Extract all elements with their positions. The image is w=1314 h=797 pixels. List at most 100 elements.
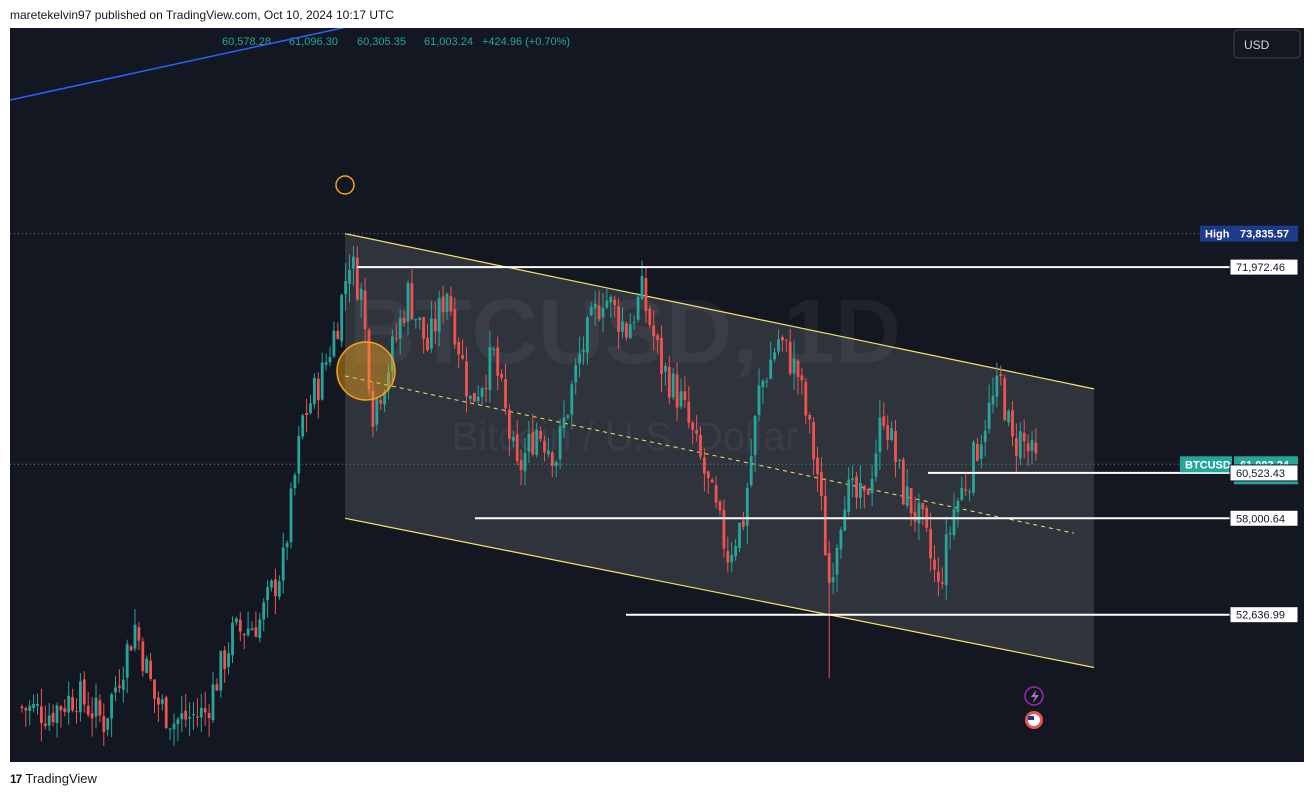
- lightning-icon[interactable]: [1024, 686, 1044, 706]
- candle-body: [706, 471, 710, 479]
- tradingview-logo-icon: 17: [10, 771, 22, 786]
- candle-body: [523, 453, 527, 472]
- high-label-text: High: [1205, 229, 1230, 241]
- candle-body: [847, 479, 851, 513]
- candle-body: [628, 324, 632, 339]
- candle-body: [344, 281, 347, 295]
- candle-body: [98, 700, 102, 716]
- candle-body: [203, 708, 207, 713]
- level-label-text: 60,523.43: [1236, 468, 1285, 480]
- candle-body: [281, 547, 285, 581]
- candle-body: [461, 355, 464, 359]
- candle-body: [238, 619, 242, 632]
- candle-body: [297, 435, 301, 474]
- candle-body: [558, 426, 562, 460]
- candle-body: [870, 478, 874, 494]
- us-flag-icon[interactable]: [1025, 711, 1043, 729]
- candle-body: [277, 581, 281, 597]
- candle-body: [293, 474, 297, 489]
- candle-body: [823, 496, 827, 556]
- candle-body: [492, 348, 496, 350]
- candle-body: [469, 395, 472, 399]
- candle-body: [340, 295, 344, 342]
- candle-body: [363, 290, 367, 329]
- candle-body: [480, 388, 484, 397]
- candle-body: [375, 398, 379, 425]
- chart-panel[interactable]: BTCUSD, 1D Bitcoin / U.S. Dollar 60,578.…: [10, 28, 1304, 762]
- candle-body: [757, 385, 761, 415]
- candle-body: [987, 402, 991, 429]
- candle-body: [831, 577, 835, 583]
- candle-body: [547, 450, 550, 455]
- candle-body: [192, 714, 195, 716]
- candle-body: [28, 705, 32, 711]
- candle-body: [940, 582, 944, 584]
- candle-body: [379, 400, 383, 404]
- candle-body: [640, 275, 644, 299]
- candle-body: [242, 634, 246, 636]
- candle-body: [383, 391, 386, 405]
- candle-body: [1030, 440, 1034, 451]
- candle-body: [718, 501, 722, 511]
- candle-body: [336, 330, 340, 340]
- candle-body: [129, 646, 133, 651]
- candle-body: [777, 339, 780, 352]
- channel-lower-line: [344, 517, 1095, 669]
- candle-body: [180, 713, 184, 720]
- candle-body: [71, 697, 74, 711]
- candle-body: [328, 357, 332, 363]
- candle-body: [82, 679, 86, 705]
- candle-body: [313, 377, 316, 405]
- candle-body: [266, 587, 269, 601]
- candle-body: [800, 375, 804, 381]
- ohlc-open: 60,578.28: [222, 36, 271, 48]
- candle-body: [671, 373, 675, 398]
- candle-body: [149, 660, 152, 680]
- trend-line[interactable]: [10, 28, 370, 101]
- candle-body: [855, 476, 858, 498]
- candle-body: [804, 381, 808, 416]
- candle-body: [734, 546, 737, 557]
- ohlc-close: 61,003.24: [424, 36, 473, 48]
- candle-body: [964, 489, 968, 491]
- candlestick-chart[interactable]: BTCUSD, 1D Bitcoin / U.S. Dollar 60,578.…: [10, 28, 1304, 762]
- candle-body: [952, 509, 956, 536]
- candle-body: [63, 708, 67, 712]
- candle-body: [632, 321, 636, 323]
- candle-body: [862, 485, 866, 491]
- candle-body: [570, 384, 574, 415]
- candle-body: [901, 459, 905, 505]
- candle-body: [496, 347, 500, 376]
- candle-body: [578, 353, 581, 364]
- candle-body: [47, 715, 51, 726]
- candle-body: [457, 342, 461, 355]
- support-circle-marker[interactable]: [336, 341, 396, 401]
- candle-body: [851, 478, 854, 481]
- candle-body: [761, 380, 765, 388]
- candle-body: [472, 392, 476, 402]
- candle-body: [882, 416, 886, 426]
- candle-body: [519, 459, 523, 471]
- candle-body: [691, 422, 695, 430]
- currency-button[interactable]: USD: [1233, 29, 1301, 59]
- level-label-box: [1229, 464, 1299, 482]
- candle-body: [235, 618, 238, 623]
- candle-body: [223, 650, 227, 670]
- channel-fill: [345, 233, 1094, 668]
- high-circle-marker[interactable]: [335, 175, 355, 195]
- candle-body: [937, 571, 940, 582]
- candle-body: [796, 360, 800, 378]
- channel-layer: [10, 233, 1204, 669]
- candle-body: [843, 509, 847, 531]
- candle-body: [554, 461, 558, 466]
- candle-body: [582, 349, 585, 352]
- candle-body: [808, 414, 812, 420]
- candle-body: [726, 551, 730, 563]
- channel-upper-line: [344, 233, 1095, 390]
- candle-body: [402, 318, 406, 323]
- candle-body: [508, 409, 511, 439]
- footer-brand[interactable]: TradingView: [25, 771, 97, 786]
- level-label-box: [1229, 509, 1299, 527]
- candle-body: [781, 337, 784, 341]
- candle-body: [125, 643, 129, 678]
